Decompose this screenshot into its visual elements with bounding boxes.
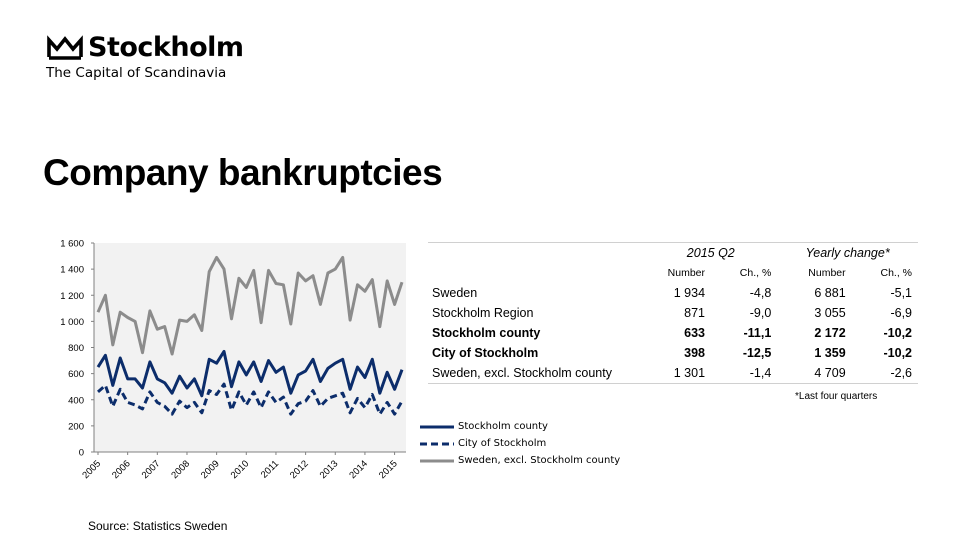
x-tick-label: 2014 [347, 458, 370, 481]
group-header-yearly: Yearly change* [777, 242, 918, 263]
table-row: Stockholm county 633 -11,1 2 172 -10,2 [428, 323, 918, 343]
table-sub-header-row: Number Ch., % Number Ch., % [428, 263, 918, 283]
legend-swatch-solid [420, 425, 454, 428]
cell: 1 359 [814, 346, 846, 360]
x-tick-label: 2009 [199, 458, 222, 481]
y-tick-label: 1 600 [60, 239, 84, 250]
cell: 2 172 [814, 326, 846, 340]
x-tick-label: 2010 [229, 458, 252, 481]
cell: 1 301 [644, 363, 712, 384]
row-label: City of Stockholm [432, 346, 539, 360]
cell: -2,6 [851, 363, 918, 384]
series-line-0 [96, 349, 404, 398]
table-group-header-row: 2015 Q2 Yearly change* [428, 242, 918, 263]
x-tick-label: 2012 [288, 458, 311, 481]
y-tick-label: 1 000 [60, 317, 84, 328]
x-tick-label: 2013 [318, 458, 341, 481]
table-row: Sweden, excl. Stockholm county 1 301 -1,… [428, 363, 918, 384]
row-label: Stockholm Region [432, 306, 534, 320]
cell: 3 055 [814, 306, 846, 320]
logo-tagline: The Capital of Scandinavia [46, 65, 227, 81]
legend-label: Sweden, excl. Stockholm county [458, 455, 621, 466]
table-row: City of Stockholm 398 -12,5 1 359 -10,2 [428, 343, 918, 363]
line-chart: 0 200 400 600 800 1 000 1 200 1 400 1 600 2005 200… [60, 239, 406, 481]
cell: 1 934 [673, 286, 706, 300]
cell: 871 [684, 306, 706, 320]
x-tick-label: 2011 [259, 458, 281, 480]
x-tick-label: 2005 [80, 458, 103, 481]
x-tick-label: 2006 [110, 458, 133, 481]
cell: -10,2 [883, 346, 913, 360]
chart-legend: Stockholm county City of Stockholm Swede… [420, 418, 620, 469]
row-label: Sweden, excl. Stockholm county [428, 363, 645, 384]
cell: 633 [684, 326, 706, 340]
group-header-q2: 2015 Q2 [644, 242, 778, 263]
series-line-1 [97, 382, 404, 416]
table-footnote: *Last four quarters [795, 391, 878, 402]
x-tick-label: 2015 [377, 458, 400, 481]
legend-swatch-dashed [420, 442, 454, 445]
legend-item-city-of-stockholm: City of Stockholm [420, 435, 620, 452]
legend-item-sweden-excl: Sweden, excl. Stockholm county [420, 452, 620, 469]
cell: -9,0 [749, 306, 772, 320]
y-tick-label: 200 [68, 421, 84, 432]
y-tick-label: 1 400 [60, 265, 84, 276]
sub-header-number: Number [667, 267, 706, 279]
cell: -11,1 [743, 326, 772, 340]
sub-header-change: Ch., % [880, 267, 912, 279]
cell: -12,5 [742, 346, 772, 360]
cell: -1,4 [711, 363, 778, 384]
logo: Stockholm The Capital of Scandinavia [46, 32, 244, 82]
table-row: Sweden 1 934 -4,8 6 881 -5,1 [428, 283, 918, 303]
source-note: Source: Statistics Sweden [88, 519, 228, 533]
y-tick-label: 600 [68, 369, 84, 380]
cell: 4 709 [777, 363, 852, 384]
row-label: Stockholm county [432, 326, 541, 340]
logo-name: Stockholm [88, 32, 244, 63]
cell: -4,8 [749, 286, 772, 300]
cell: -6,9 [890, 306, 912, 320]
legend-item-stockholm-county: Stockholm county [420, 418, 620, 435]
row-label: Sweden [432, 286, 478, 300]
sub-header-change: Ch., % [739, 267, 772, 279]
legend-swatch-gray [420, 459, 454, 462]
legend-label: Stockholm county [458, 421, 548, 432]
stats-table: 2015 Q2 Yearly change* Number Ch., % Num… [428, 242, 918, 384]
cell: -5,1 [890, 286, 912, 300]
y-tick-label: 400 [68, 395, 84, 406]
x-tick-label: 2008 [169, 458, 192, 481]
series-line-2 [96, 255, 404, 356]
y-tick-label: 0 [79, 448, 84, 459]
cell: 398 [684, 346, 706, 360]
x-tick-label: 2007 [140, 458, 163, 481]
crown-icon [47, 35, 83, 60]
legend-label: City of Stockholm [458, 438, 547, 449]
sub-header-number: Number [808, 267, 846, 279]
y-tick-label: 1 200 [60, 291, 84, 302]
y-tick-label: 800 [68, 343, 84, 354]
cell: -10,2 [883, 326, 913, 340]
cell: 6 881 [814, 286, 846, 300]
page-title: Company bankruptcies [43, 152, 443, 193]
table-row: Stockholm Region 871 -9,0 3 055 -6,9 [428, 303, 918, 323]
